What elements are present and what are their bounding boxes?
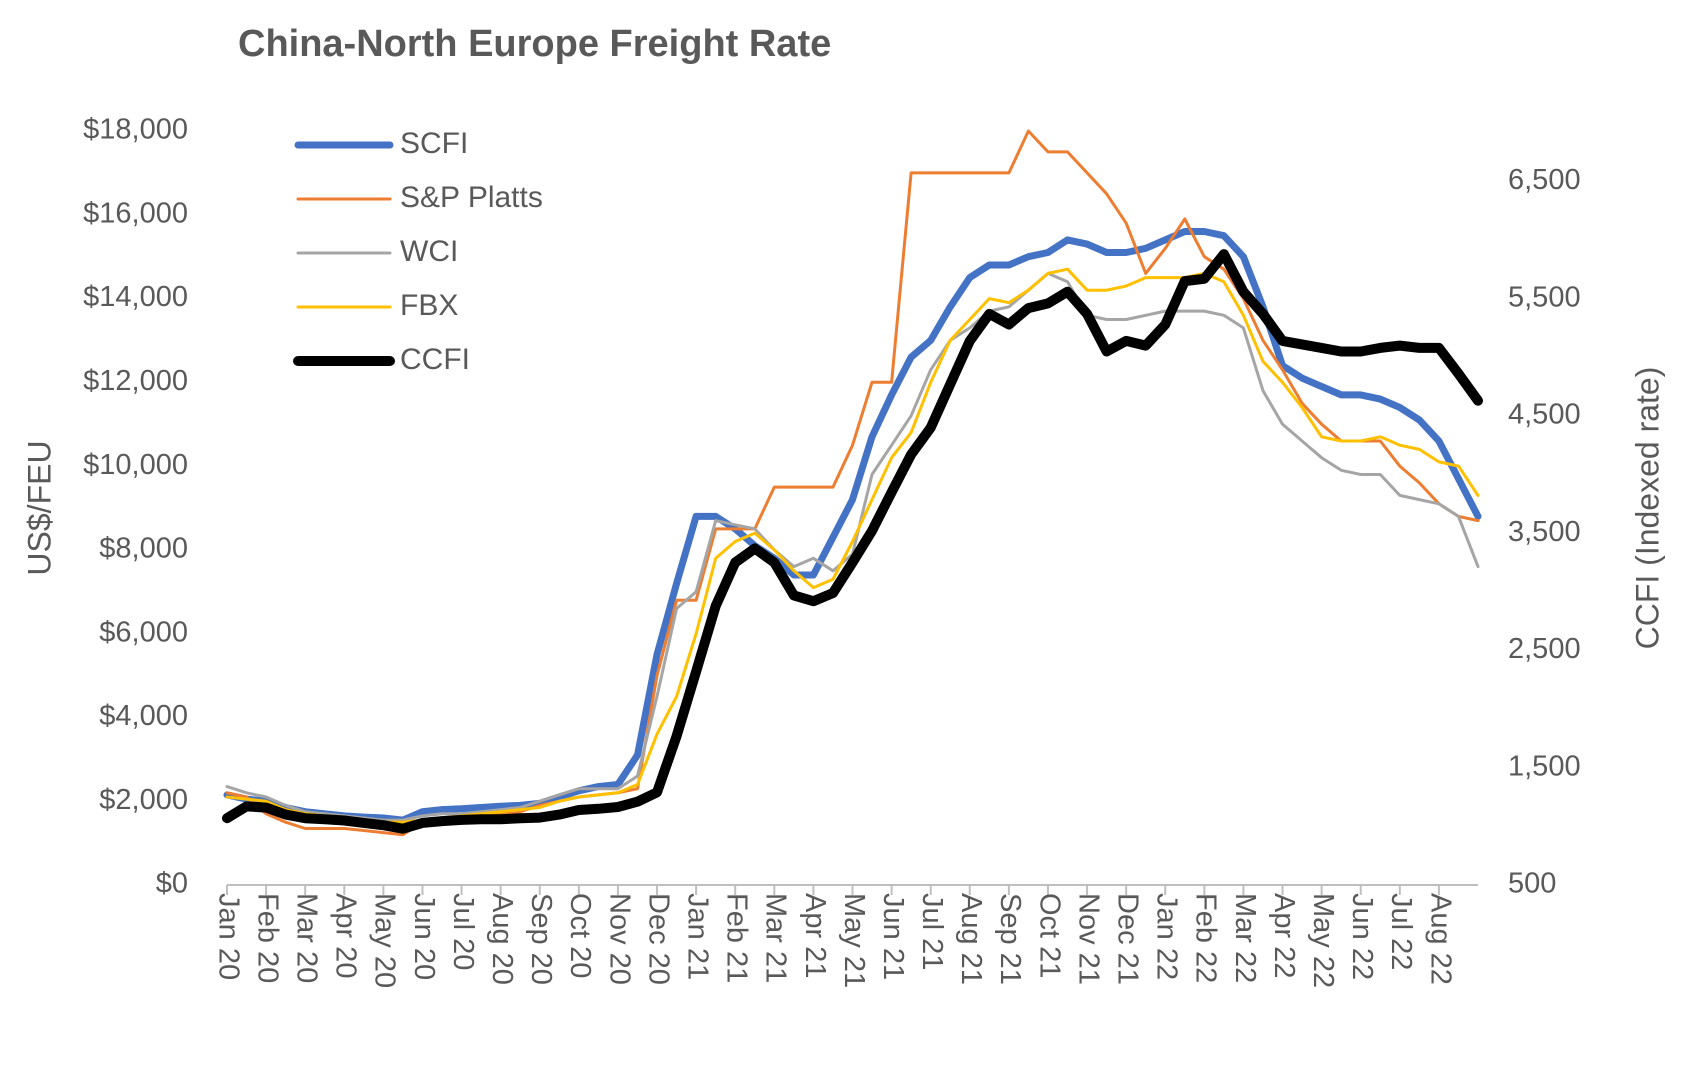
y2-axis-title: CCFI (Indexed rate) xyxy=(1629,367,1665,650)
y2-tick-label: 6,500 xyxy=(1508,164,1581,196)
x-tick-label: Jul 20 xyxy=(447,893,479,970)
x-tick-label: Dec 20 xyxy=(642,893,674,985)
x-tick-label: Aug 21 xyxy=(955,893,987,985)
x-tick-label: Apr 21 xyxy=(799,893,831,978)
x-tick-label: Mar 22 xyxy=(1229,893,1261,983)
x-tick-label: Mar 21 xyxy=(760,893,792,983)
legend-label: CCFI xyxy=(400,343,470,376)
y2-tick-label: 2,500 xyxy=(1508,633,1581,665)
legend-label: WCI xyxy=(400,235,458,268)
x-tick-label: Jan 20 xyxy=(212,893,244,980)
x-tick-label: May 20 xyxy=(369,893,401,988)
y2-tick-label: 500 xyxy=(1508,868,1556,900)
y-tick-label: $16,000 xyxy=(83,197,188,229)
x-tick-label: Feb 21 xyxy=(721,893,753,983)
x-tick-label: Jan 21 xyxy=(681,893,713,980)
x-tick-label: Sep 21 xyxy=(994,893,1026,985)
x-tick-label: Apr 20 xyxy=(330,893,362,978)
x-tick-label: Dec 21 xyxy=(1112,893,1144,985)
x-tick-label: May 22 xyxy=(1307,893,1339,988)
legend-label: FBX xyxy=(400,289,458,322)
x-tick-label: Aug 20 xyxy=(486,893,518,985)
y2-tick-label: 5,500 xyxy=(1508,281,1581,313)
y-tick-label: $2,000 xyxy=(99,784,188,816)
x-tick-label: Feb 20 xyxy=(251,893,283,983)
x-tick-label: Jun 21 xyxy=(877,893,909,980)
y-tick-label: $18,000 xyxy=(83,114,188,146)
x-tick-label: Jul 22 xyxy=(1385,893,1417,970)
x-tick-label: Aug 22 xyxy=(1424,893,1456,985)
x-tick-label: May 21 xyxy=(838,893,870,988)
x-tick-label: Jun 22 xyxy=(1346,893,1378,980)
y-axis-title: US$/FEU xyxy=(21,440,57,575)
x-tick-label: Oct 20 xyxy=(564,893,596,978)
y2-tick-label: 4,500 xyxy=(1508,399,1581,431)
legend-label: SCFI xyxy=(400,127,468,160)
y-tick-label: $8,000 xyxy=(99,533,188,565)
y-tick-label: $10,000 xyxy=(83,449,188,481)
x-tick-label: Sep 20 xyxy=(525,893,557,985)
x-tick-label: Jun 20 xyxy=(408,893,440,980)
x-tick-label: Feb 22 xyxy=(1190,893,1222,983)
y-tick-label: $0 xyxy=(156,868,188,900)
x-tick-label: Apr 22 xyxy=(1268,893,1300,978)
x-tick-label: Oct 21 xyxy=(1033,893,1065,978)
y2-tick-label: 1,500 xyxy=(1508,750,1581,782)
x-tick-label: Mar 20 xyxy=(291,893,323,983)
series-line xyxy=(222,249,1483,834)
y-tick-label: $6,000 xyxy=(99,616,188,648)
y-tick-label: $12,000 xyxy=(83,365,188,397)
x-tick-label: Jul 21 xyxy=(916,893,948,970)
y-tick-label: $14,000 xyxy=(83,281,188,313)
y2-tick-label: 3,500 xyxy=(1508,516,1581,548)
x-tick-label: Nov 20 xyxy=(603,893,635,985)
chart-title: China-North Europe Freight Rate xyxy=(238,23,831,65)
legend-label: S&P Platts xyxy=(400,181,543,214)
x-tick-label: Jan 22 xyxy=(1151,893,1183,980)
x-tick-label: Nov 21 xyxy=(1072,893,1104,985)
y-tick-label: $4,000 xyxy=(99,700,188,732)
